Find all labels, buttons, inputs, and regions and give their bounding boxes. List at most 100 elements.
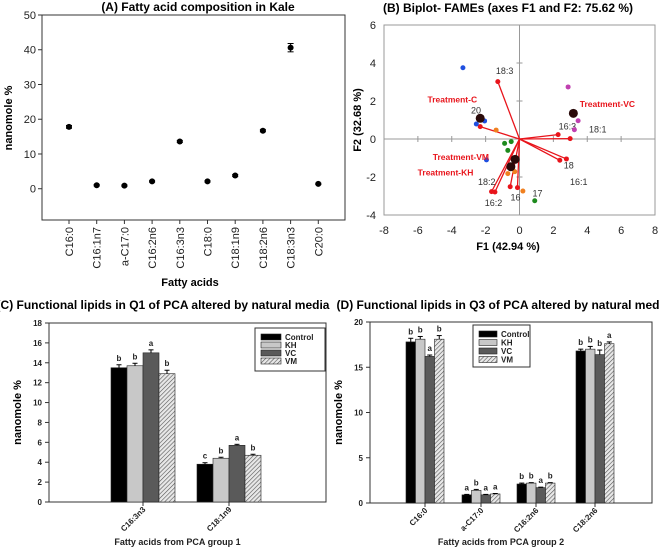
significance-letter: a [428, 344, 433, 353]
observation-point [565, 84, 571, 90]
data-point [232, 172, 239, 179]
bar-vc [535, 487, 546, 504]
bar-vm [434, 338, 445, 504]
loading-vector [516, 138, 521, 188]
vector-label: 18:3 [496, 66, 514, 76]
x-tick-label: C18:1n9 [205, 505, 234, 534]
significance-letter: b [117, 354, 122, 363]
y-tick-label: -4 [366, 210, 376, 222]
loading-point [557, 157, 563, 163]
vector-label: 17 [532, 188, 542, 198]
chart-title: (D) Functional lipids in Q3 of PCA alter… [337, 298, 660, 312]
y-tick-label: 15 [354, 363, 363, 372]
data-point [287, 44, 294, 51]
loading-point [563, 156, 569, 162]
observation-point [508, 139, 514, 145]
significance-letter: b [529, 472, 534, 481]
significance-letter: b [519, 472, 524, 481]
x-tick-label: C16:2n6 [512, 506, 541, 535]
loading-vector [519, 138, 561, 161]
bar-kh [126, 365, 144, 503]
y-tick-label: 10 [33, 399, 42, 408]
bar-vm [604, 343, 615, 504]
legend-label: VC [501, 347, 512, 356]
y-tick-label: 5 [359, 454, 364, 463]
legend-label: VM [501, 356, 513, 365]
legend-swatch [260, 349, 282, 357]
y-tick-label: 10 [354, 409, 363, 418]
y-axis-label: F2 (32.68 %) [352, 88, 364, 152]
data-point [93, 182, 100, 189]
x-tick-label: C18:0 [203, 227, 215, 256]
observation-point [520, 188, 526, 194]
y-tick-label: 4 [370, 58, 376, 70]
significance-letter: a [235, 433, 240, 442]
bar-kh [471, 490, 482, 504]
loading-vector [497, 81, 521, 140]
bar-vc [142, 352, 160, 503]
x-axis-label: Fatty acids from PCA group 2 [438, 537, 564, 547]
vector-label: 20 [471, 105, 481, 115]
panel-d: (D) Functional lipids in Q3 of PCA alter… [333, 298, 660, 547]
chart-title: (C) Functional lipids in Q1 of PCA alter… [0, 298, 330, 312]
observation-point [505, 171, 511, 177]
x-tick-label: 6 [618, 225, 624, 237]
x-tick-label: 4 [584, 225, 590, 237]
y-tick-label: 0 [30, 184, 36, 196]
y-tick-label: 2 [38, 478, 43, 487]
significance-letter: b [588, 335, 593, 344]
significance-letter: b [251, 443, 256, 452]
loading-point [495, 79, 501, 85]
x-tick-label: 2 [550, 225, 556, 237]
legend-label: VC [285, 349, 296, 358]
centroid-label: Treatment-KH [418, 168, 474, 178]
loading-point [507, 184, 513, 190]
observation-point [571, 127, 577, 133]
significance-letter: a [484, 483, 489, 492]
plot-frame [48, 322, 327, 503]
loading-point [514, 185, 520, 191]
y-tick-label: 12 [33, 379, 42, 388]
chart-title: (A) Fatty acid composition in Kale [101, 0, 295, 14]
bar-control [110, 367, 128, 503]
bar-vc [228, 445, 246, 503]
y-tick-label: 10 [24, 149, 36, 161]
centroid-point [506, 162, 516, 172]
legend-swatch [260, 341, 282, 349]
legend-swatch [478, 356, 498, 363]
legend-swatch [478, 330, 498, 338]
significance-letter: b [418, 325, 423, 334]
legend-label: KH [501, 339, 513, 348]
observation-point [505, 147, 511, 153]
vector-label: 18:2 [478, 177, 496, 187]
legend-label: Control [501, 330, 529, 339]
y-tick-label: 6 [370, 20, 376, 32]
x-tick-label: C16:3n3 [175, 227, 187, 269]
x-tick-label: C18:2n6 [258, 227, 270, 269]
observation-point [493, 127, 499, 133]
chart-title: (B) Biplot- FAMEs (axes F1 and F2: 75.62… [383, 1, 633, 15]
y-tick-label: 50 [24, 10, 36, 22]
x-tick-label: -8 [379, 225, 389, 237]
significance-letter: b [165, 359, 170, 368]
significance-letter: a [465, 483, 470, 492]
loading-point [555, 132, 561, 138]
centroid-point [475, 113, 485, 123]
loading-point [477, 124, 483, 130]
observation-point [532, 198, 538, 204]
data-point [259, 127, 266, 134]
loading-vector [480, 126, 520, 140]
observation-point [460, 65, 466, 71]
x-tick-label: -4 [447, 225, 457, 237]
observation-point [483, 157, 489, 163]
x-tick-label: C16:3n3 [119, 505, 148, 534]
y-tick-label: 18 [33, 319, 42, 328]
centroid-point [568, 108, 578, 118]
x-tick-label: C16:0 [64, 227, 76, 256]
observation-point [575, 118, 581, 124]
y-tick-label: 8 [38, 418, 43, 427]
vector-label: 18:1 [589, 124, 607, 134]
panel-c: (C) Functional lipids in Q1 of PCA alter… [0, 298, 330, 547]
